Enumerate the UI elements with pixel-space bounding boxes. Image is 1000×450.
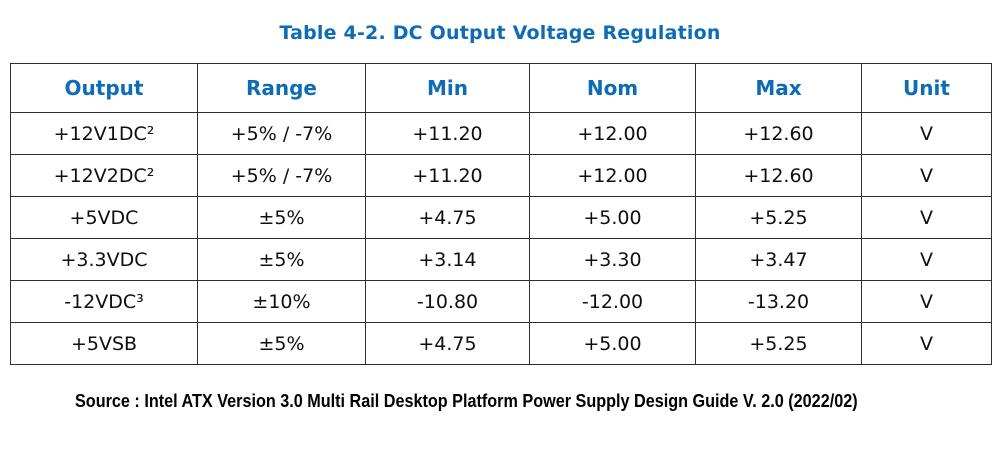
cell-nom: +12.00 bbox=[529, 154, 696, 197]
cell-output: +12V1DC² bbox=[10, 112, 198, 155]
col-header-range: Range bbox=[197, 63, 366, 113]
cell-min: +11.20 bbox=[365, 154, 530, 197]
cell-output: +3.3VDC bbox=[10, 238, 198, 281]
table-row: +5VSB ±5% +4.75 +5.00 +5.25 V bbox=[10, 322, 992, 365]
cell-min: +11.20 bbox=[365, 112, 530, 155]
dc-output-voltage-regulation-table: Output Range Min Nom Max Unit +12V1DC² +… bbox=[10, 63, 992, 365]
cell-range: ±5% bbox=[197, 322, 366, 365]
cell-range: ±10% bbox=[197, 280, 366, 323]
cell-nom: +3.30 bbox=[529, 238, 696, 281]
table-row: -12VDC³ ±10% -10.80 -12.00 -13.20 V bbox=[10, 280, 992, 323]
cell-max: +5.25 bbox=[695, 196, 862, 239]
col-header-min: Min bbox=[365, 63, 530, 113]
cell-output: +5VDC bbox=[10, 196, 198, 239]
cell-min: +4.75 bbox=[365, 322, 530, 365]
cell-max: +12.60 bbox=[695, 112, 862, 155]
cell-nom: +5.00 bbox=[529, 196, 696, 239]
table-row: +3.3VDC ±5% +3.14 +3.30 +3.47 V bbox=[10, 238, 992, 281]
table-row: +5VDC ±5% +4.75 +5.00 +5.25 V bbox=[10, 196, 992, 239]
cell-range: +5% / -7% bbox=[197, 112, 366, 155]
cell-unit: V bbox=[861, 238, 992, 281]
col-header-output: Output bbox=[10, 63, 198, 113]
cell-max: +5.25 bbox=[695, 322, 862, 365]
cell-max: +3.47 bbox=[695, 238, 862, 281]
table-row: +12V2DC² +5% / -7% +11.20 +12.00 +12.60 … bbox=[10, 154, 992, 197]
table-title: Table 4-2. DC Output Voltage Regulation bbox=[279, 22, 721, 44]
cell-max: -13.20 bbox=[695, 280, 862, 323]
cell-output: +12V2DC² bbox=[10, 154, 198, 197]
table-row: +12V1DC² +5% / -7% +11.20 +12.00 +12.60 … bbox=[10, 112, 992, 155]
col-header-max: Max bbox=[695, 63, 862, 113]
cell-min: -10.80 bbox=[365, 280, 530, 323]
cell-range: +5% / -7% bbox=[197, 154, 366, 197]
cell-unit: V bbox=[861, 196, 992, 239]
cell-unit: V bbox=[861, 280, 992, 323]
table-header-row: Output Range Min Nom Max Unit bbox=[10, 63, 992, 113]
cell-range: ±5% bbox=[197, 238, 366, 281]
cell-nom: +12.00 bbox=[529, 112, 696, 155]
cell-output: +5VSB bbox=[10, 322, 198, 365]
cell-range: ±5% bbox=[197, 196, 366, 239]
cell-unit: V bbox=[861, 154, 992, 197]
cell-unit: V bbox=[861, 322, 992, 365]
cell-unit: V bbox=[861, 112, 992, 155]
cell-min: +4.75 bbox=[365, 196, 530, 239]
cell-nom: -12.00 bbox=[529, 280, 696, 323]
col-header-unit: Unit bbox=[861, 63, 992, 113]
col-header-nom: Nom bbox=[529, 63, 696, 113]
source-note: Source : Intel ATX Version 3.0 Multi Rai… bbox=[75, 391, 858, 411]
cell-max: +12.60 bbox=[695, 154, 862, 197]
cell-min: +3.14 bbox=[365, 238, 530, 281]
cell-output: -12VDC³ bbox=[10, 280, 198, 323]
cell-nom: +5.00 bbox=[529, 322, 696, 365]
